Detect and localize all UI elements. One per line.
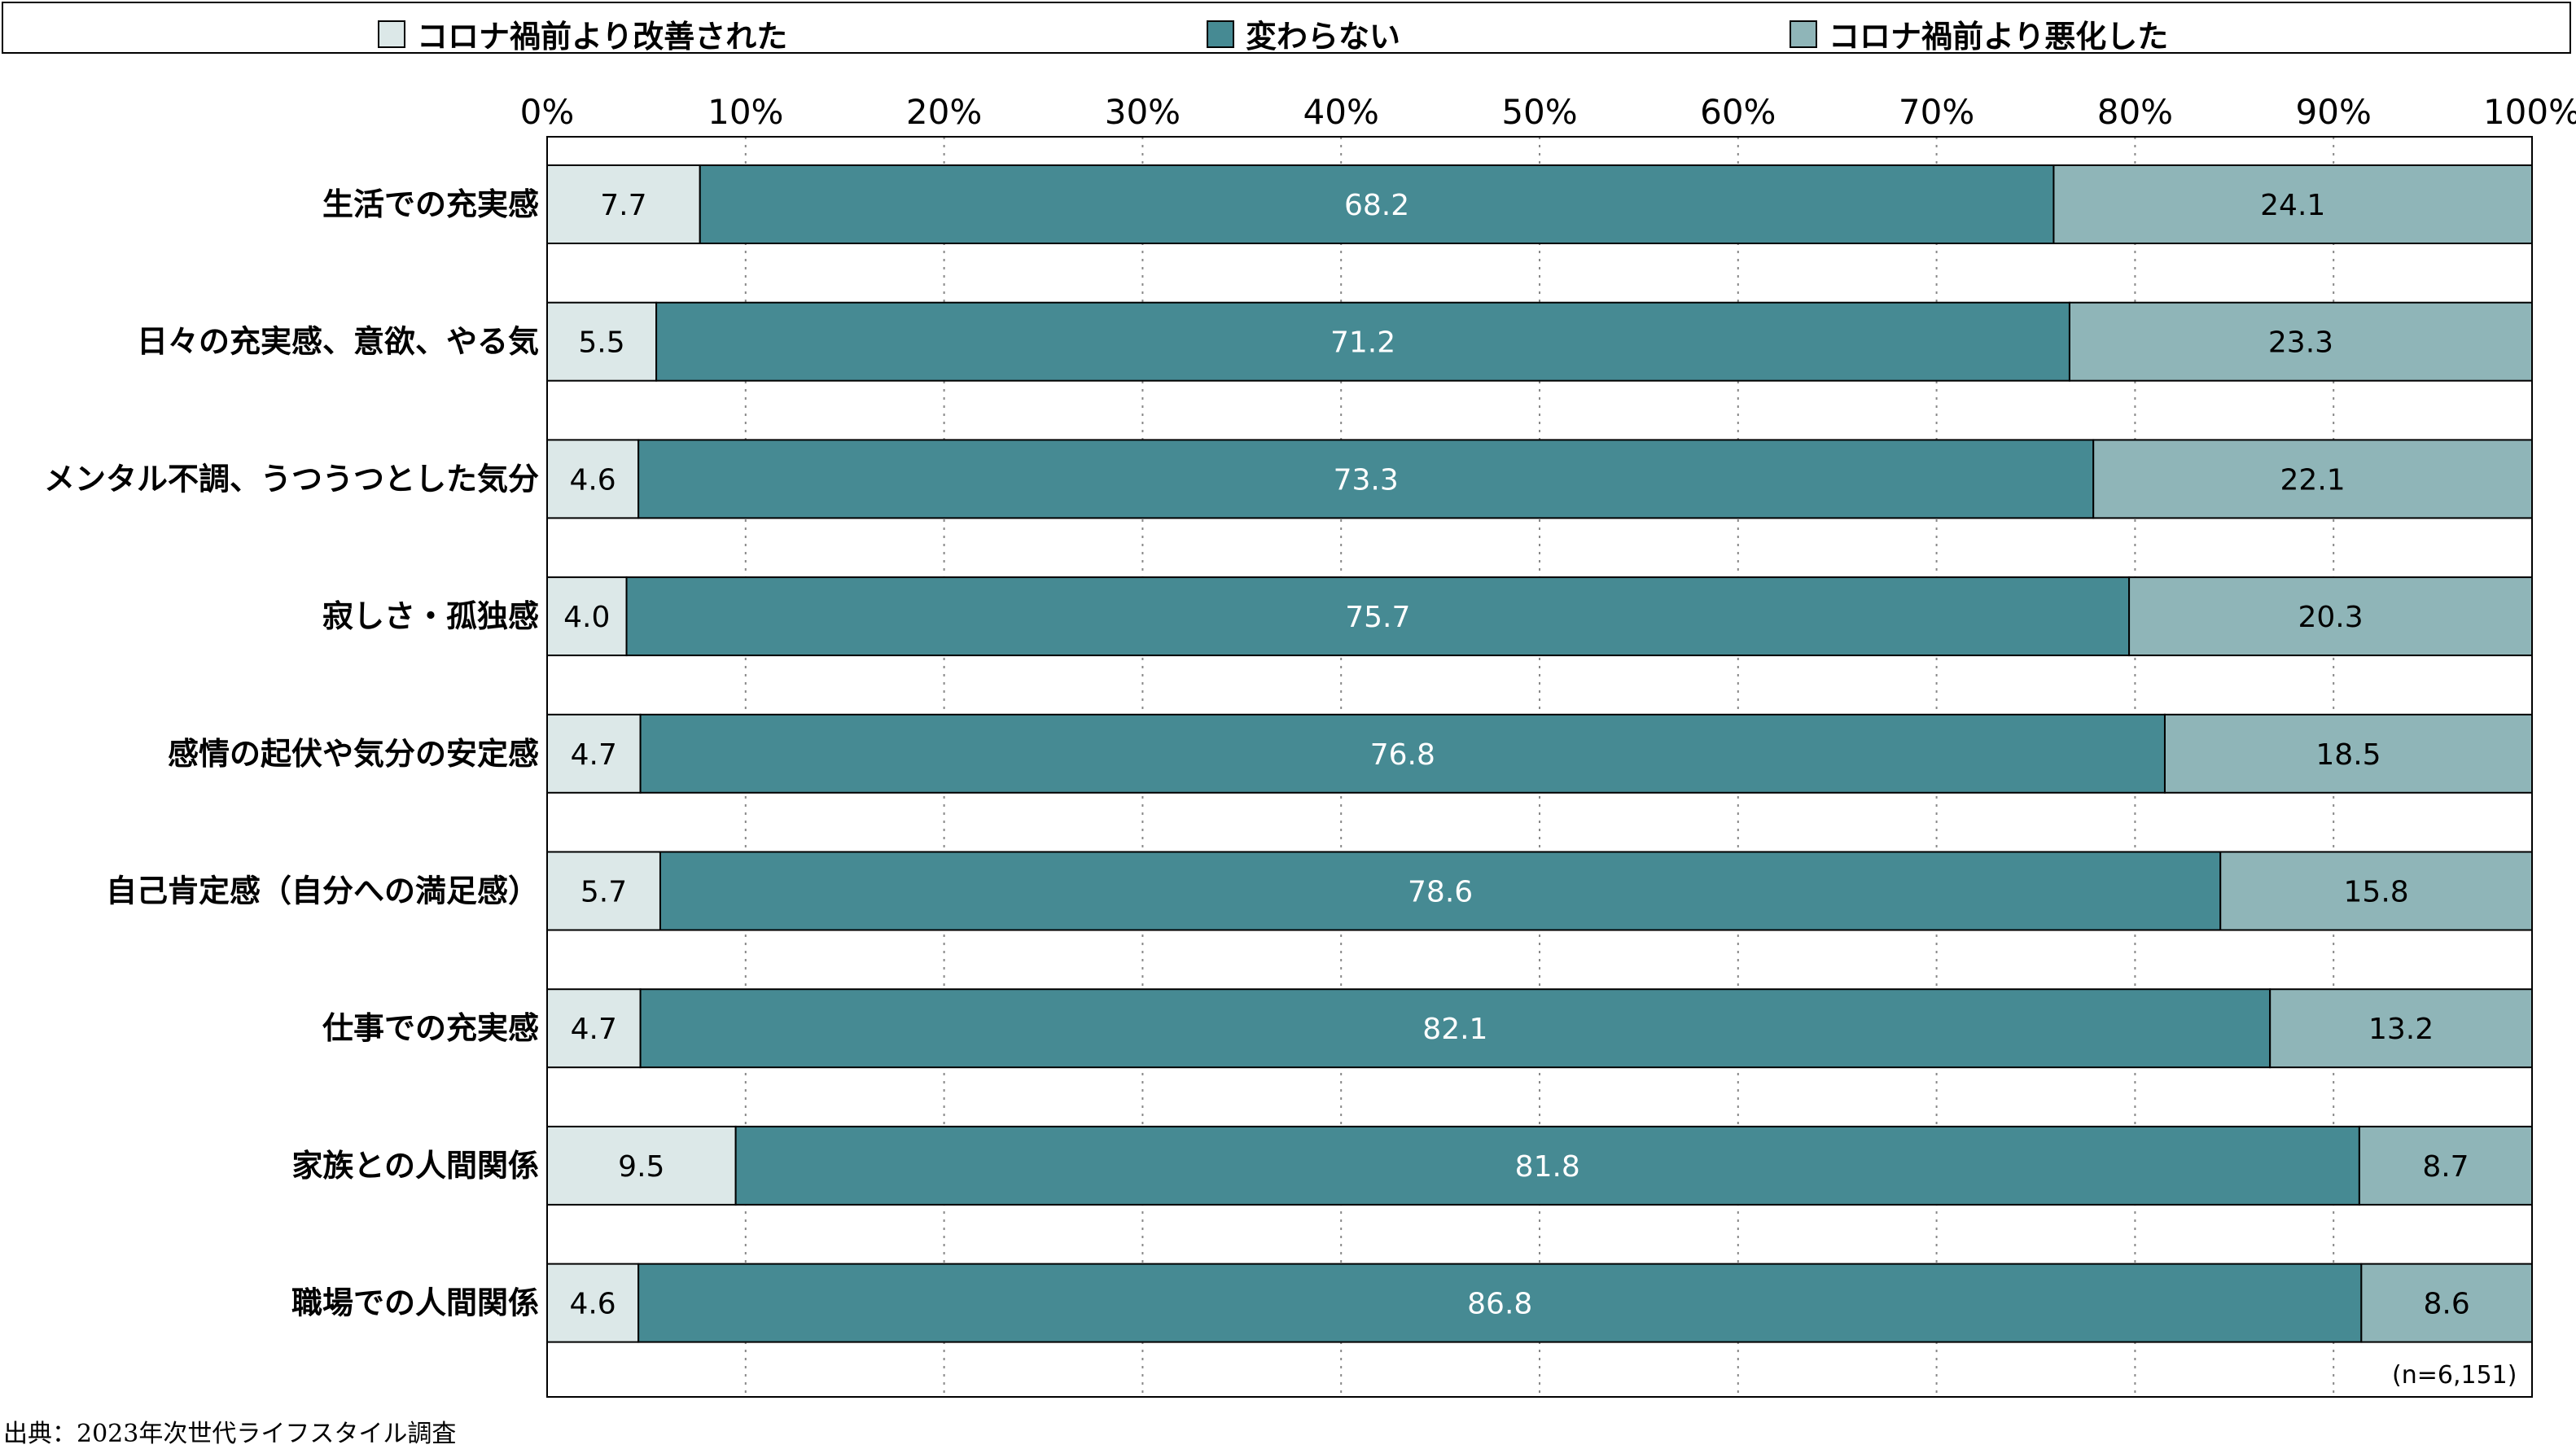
data-label: 68.2 (1344, 189, 1409, 222)
data-label: 4.6 (569, 1288, 616, 1321)
category-label: 生活での充実感 (322, 186, 539, 222)
data-label: 71.2 (1330, 326, 1395, 360)
data-label: 5.7 (580, 876, 627, 909)
bar-segment (2128, 576, 2533, 657)
bar-segment (546, 439, 640, 519)
category-label: 感情の起伏や気分の安定感 (168, 736, 539, 772)
bar-segment (546, 1125, 737, 1206)
x-tick-label: 60% (1700, 92, 1776, 132)
bar-segment (639, 713, 2166, 794)
data-label: 5.5 (578, 326, 624, 360)
category-label: 自己肯定感（自分への満足感） (106, 873, 539, 909)
data-label: 4.7 (571, 1013, 617, 1046)
bar-segment (2269, 988, 2534, 1069)
data-label: 7.7 (600, 189, 646, 222)
data-label: 86.8 (1467, 1288, 1532, 1321)
bar-segment (2219, 851, 2533, 931)
data-label: 24.1 (2260, 189, 2325, 222)
legend-swatch-worsened (1790, 20, 1817, 48)
data-label: 9.5 (618, 1150, 664, 1184)
data-label: 73.3 (1334, 463, 1399, 497)
legend-label-unchanged: 変わらない (1246, 19, 1401, 55)
category-label: 寂しさ・孤独感 (322, 598, 539, 634)
x-tick-label: 40% (1303, 92, 1379, 132)
sample-size-note: (n=6,151) (2392, 1361, 2517, 1390)
legend-item-unchanged: 変わらない (1207, 11, 1400, 56)
category-label: 職場での人間関係 (291, 1285, 539, 1321)
category-label: 日々の充実感、意欲、やる気 (137, 324, 539, 360)
legend-label-improved: コロナ禍前より改善された (417, 19, 788, 55)
bar-segment (659, 851, 2222, 931)
legend-swatch-improved (378, 20, 405, 48)
x-tick-label: 100% (2483, 92, 2576, 132)
legend-swatch-unchanged (1207, 20, 1234, 48)
legend-item-worsened: コロナ禍前より悪化した (1790, 11, 2168, 56)
data-label: 18.5 (2315, 738, 2381, 772)
x-tick-label: 50% (1501, 92, 1577, 132)
data-label: 82.1 (1422, 1013, 1487, 1046)
legend: コロナ禍前より改善された 変わらない コロナ禍前より悪化した (2, 2, 2571, 56)
bar-segment (546, 988, 642, 1069)
data-label: 78.6 (1408, 876, 1473, 909)
category-label: 仕事での充実感 (322, 1010, 539, 1046)
data-label: 8.6 (2424, 1288, 2470, 1321)
bar-segment (2360, 1263, 2534, 1343)
bar-segment (625, 576, 2131, 657)
bar-segment (546, 713, 642, 794)
legend-item-improved: コロナ禍前より改善された (378, 11, 787, 56)
category-label: メンタル不調、うつうつとした気分 (44, 461, 539, 497)
bar-segment (639, 988, 2272, 1069)
x-tick-label: 80% (2097, 92, 2173, 132)
bar-segment (546, 301, 658, 382)
bar-segment (734, 1125, 2360, 1206)
bar-segment (637, 1263, 2363, 1343)
data-label: 4.7 (571, 738, 617, 772)
x-tick-label: 0% (520, 92, 575, 132)
bar-segment (546, 164, 701, 244)
data-label: 81.8 (1515, 1150, 1580, 1184)
data-label: 76.8 (1370, 738, 1435, 772)
data-label: 4.6 (569, 463, 616, 497)
x-tick-label: 70% (1899, 92, 1974, 132)
source-note: 出典：2023年次世代ライフスタイル調査 (3, 1420, 457, 1448)
legend-label-worsened: コロナ禍前より悪化した (1829, 19, 2169, 55)
data-label: 22.1 (2280, 463, 2346, 497)
x-tick-label: 30% (1105, 92, 1181, 132)
bar-segment (655, 301, 2070, 382)
data-label: 23.3 (2268, 326, 2333, 360)
x-tick-label: 10% (708, 92, 783, 132)
bar-segment (2358, 1125, 2534, 1206)
bar-segment (2052, 164, 2533, 244)
labels-layer: 0% 10% 20% 30% 40% 50% 60% 70% 80% 90% 100% 生活での充実感… (44, 92, 2576, 1321)
data-label: 4.0 (563, 601, 610, 634)
x-tick-label: 90% (2296, 92, 2372, 132)
bar-segment (2068, 301, 2534, 382)
plot-frame (546, 136, 2533, 1398)
bar-segment (2092, 439, 2533, 519)
data-label: 15.8 (2344, 876, 2409, 909)
data-label: 8.7 (2422, 1150, 2469, 1184)
data-label: 75.7 (1345, 601, 1410, 634)
x-tick-label: 20% (906, 92, 982, 132)
data-label: 20.3 (2298, 601, 2363, 634)
bar-segment (699, 164, 2055, 244)
bars-layer (546, 164, 2534, 1343)
bar-segment (2163, 713, 2533, 794)
category-label: 家族との人間関係 (291, 1148, 539, 1184)
data-label: 13.2 (2368, 1013, 2434, 1046)
